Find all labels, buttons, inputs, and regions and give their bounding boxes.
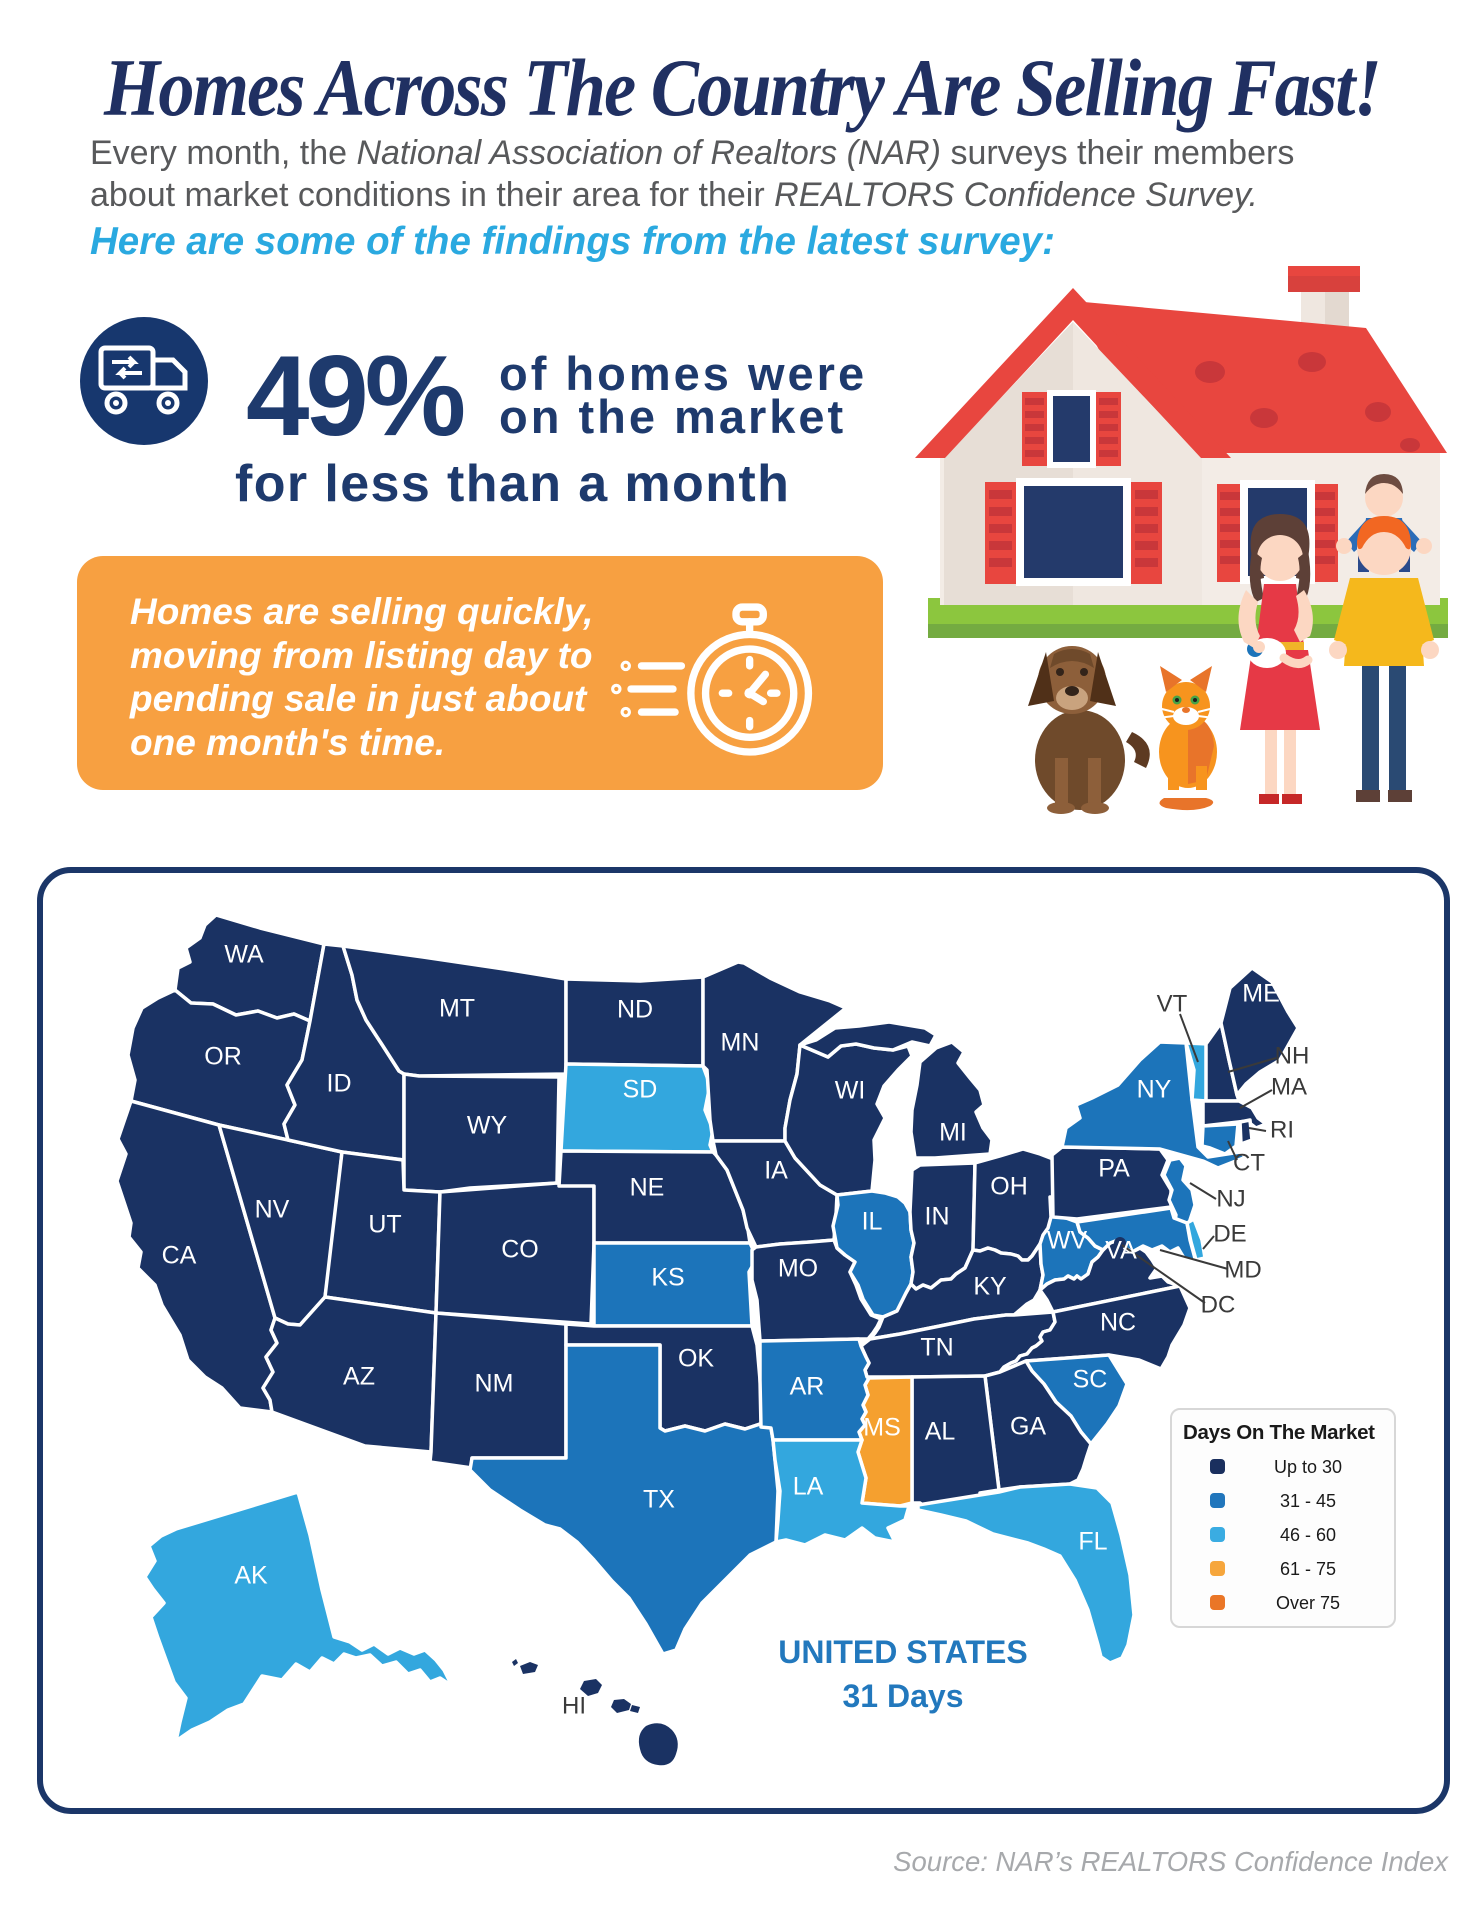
svg-text:WY: WY bbox=[467, 1112, 508, 1140]
svg-text:SC: SC bbox=[1073, 1366, 1108, 1394]
svg-text:MD: MD bbox=[1224, 1256, 1261, 1283]
svg-text:WV: WV bbox=[1047, 1227, 1088, 1255]
svg-text:NV: NV bbox=[255, 1196, 290, 1224]
svg-text:MS: MS bbox=[863, 1414, 901, 1442]
svg-text:IL: IL bbox=[862, 1208, 883, 1236]
svg-text:KY: KY bbox=[973, 1273, 1007, 1301]
svg-text:HI: HI bbox=[562, 1692, 586, 1719]
svg-text:MI: MI bbox=[939, 1119, 967, 1147]
svg-text:AZ: AZ bbox=[343, 1363, 375, 1391]
svg-text:SD: SD bbox=[623, 1076, 658, 1104]
svg-text:WA: WA bbox=[224, 941, 264, 969]
svg-text:MT: MT bbox=[439, 995, 475, 1023]
svg-text:TX: TX bbox=[643, 1486, 675, 1514]
svg-text:MA: MA bbox=[1271, 1073, 1307, 1100]
svg-text:MN: MN bbox=[721, 1029, 760, 1057]
svg-text:NJ: NJ bbox=[1216, 1185, 1245, 1212]
svg-text:AK: AK bbox=[234, 1562, 268, 1590]
svg-text:LA: LA bbox=[793, 1473, 824, 1501]
svg-text:ME: ME bbox=[1242, 980, 1280, 1008]
svg-text:DC: DC bbox=[1201, 1291, 1236, 1318]
svg-text:VT: VT bbox=[1157, 990, 1188, 1017]
svg-text:NM: NM bbox=[475, 1370, 514, 1398]
svg-text:DE: DE bbox=[1213, 1220, 1246, 1247]
svg-text:IA: IA bbox=[764, 1157, 788, 1185]
svg-text:GA: GA bbox=[1010, 1413, 1046, 1441]
svg-text:NE: NE bbox=[630, 1174, 665, 1202]
svg-text:WI: WI bbox=[835, 1077, 866, 1105]
svg-text:UT: UT bbox=[368, 1211, 401, 1239]
svg-text:OR: OR bbox=[204, 1043, 242, 1071]
svg-text:NY: NY bbox=[1137, 1076, 1172, 1104]
svg-text:NC: NC bbox=[1100, 1309, 1136, 1337]
svg-text:AL: AL bbox=[925, 1418, 956, 1446]
svg-text:ND: ND bbox=[617, 996, 653, 1024]
svg-text:IN: IN bbox=[925, 1203, 950, 1231]
svg-text:RI: RI bbox=[1270, 1116, 1294, 1143]
svg-text:ID: ID bbox=[327, 1070, 352, 1098]
svg-text:CA: CA bbox=[162, 1242, 197, 1270]
svg-text:AR: AR bbox=[790, 1373, 825, 1401]
svg-text:MO: MO bbox=[778, 1255, 818, 1283]
svg-text:PA: PA bbox=[1098, 1155, 1130, 1183]
svg-text:NH: NH bbox=[1275, 1042, 1310, 1069]
svg-text:KS: KS bbox=[651, 1264, 684, 1292]
svg-text:FL: FL bbox=[1078, 1528, 1107, 1556]
svg-text:TN: TN bbox=[920, 1334, 953, 1362]
svg-text:VA: VA bbox=[1105, 1237, 1137, 1265]
svg-text:OH: OH bbox=[990, 1173, 1028, 1201]
svg-text:CT: CT bbox=[1233, 1149, 1265, 1176]
svg-text:OK: OK bbox=[678, 1345, 714, 1373]
svg-text:CO: CO bbox=[501, 1236, 539, 1264]
